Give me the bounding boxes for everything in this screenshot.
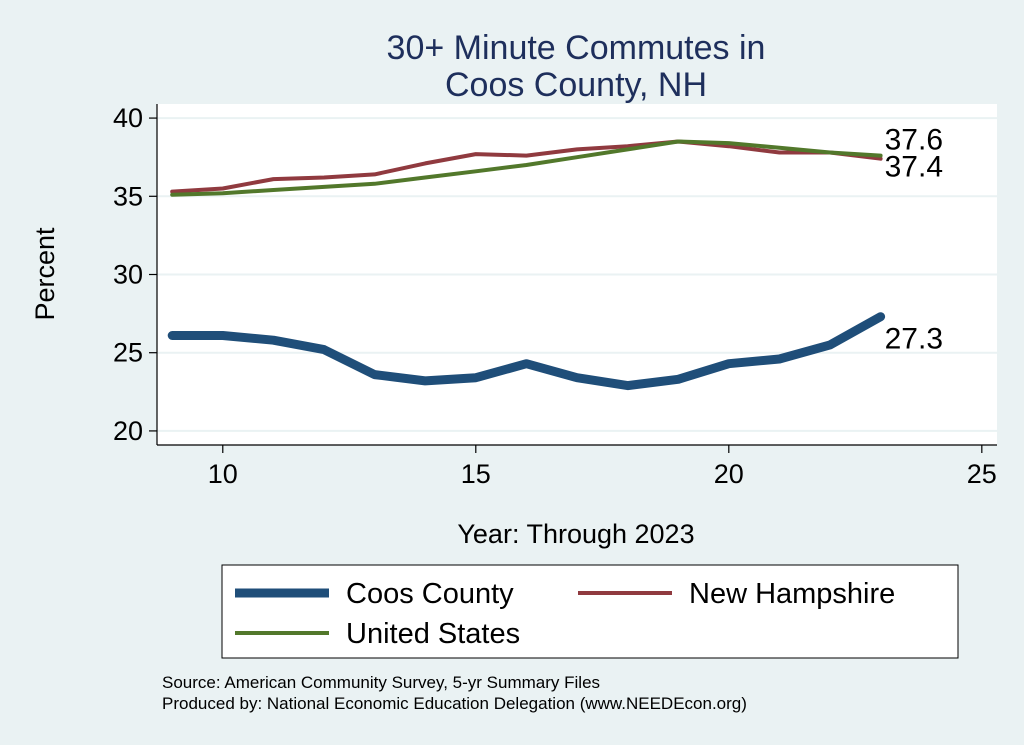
- source-note: Source: American Community Survey, 5-yr …: [162, 673, 600, 692]
- legend: Coos County New Hampshire United States: [221, 564, 959, 659]
- legend-label-new-hampshire: New Hampshire: [689, 578, 895, 610]
- series-line-united-states: [170, 139, 883, 197]
- legend-label-coos-county: Coos County: [346, 578, 514, 610]
- x-tick-label: 20: [714, 459, 744, 489]
- x-tick-label: 10: [208, 459, 238, 489]
- series-line-coos-county: [167, 312, 886, 391]
- chart-title-line-1: 30+ Minute Commutes in: [387, 29, 766, 67]
- y-axis-title: Percent: [30, 227, 60, 321]
- series-lines: [167, 139, 886, 391]
- x-tick-label: 15: [461, 459, 491, 489]
- end-label-new-hampshire: 37.4: [885, 151, 943, 184]
- end-labels: 27.3 37.437.6: [885, 124, 943, 356]
- x-tick-label: 25: [967, 459, 997, 489]
- y-tick-label: 30: [113, 260, 143, 290]
- axes: 20 25 30 35 40 10 15 20 25: [113, 103, 997, 489]
- end-label-coos-county: 27.3: [885, 323, 943, 356]
- legend-box: [221, 564, 959, 659]
- legend-label-united-states: United States: [346, 618, 520, 650]
- chart-title-line-2: Coos County, NH: [445, 66, 707, 104]
- x-axis-title: Year: Through 2023: [457, 519, 694, 549]
- y-tick-label: 35: [113, 181, 143, 211]
- series-line-new-hampshire: [170, 139, 883, 194]
- end-label-united-states: 37.6: [885, 124, 943, 157]
- y-tick-label: 25: [113, 338, 143, 368]
- producer-note: Produced by: National Economic Education…: [162, 694, 747, 713]
- grid-lines: [157, 117, 997, 432]
- y-tick-label: 40: [113, 103, 143, 133]
- y-tick-label: 20: [113, 416, 143, 446]
